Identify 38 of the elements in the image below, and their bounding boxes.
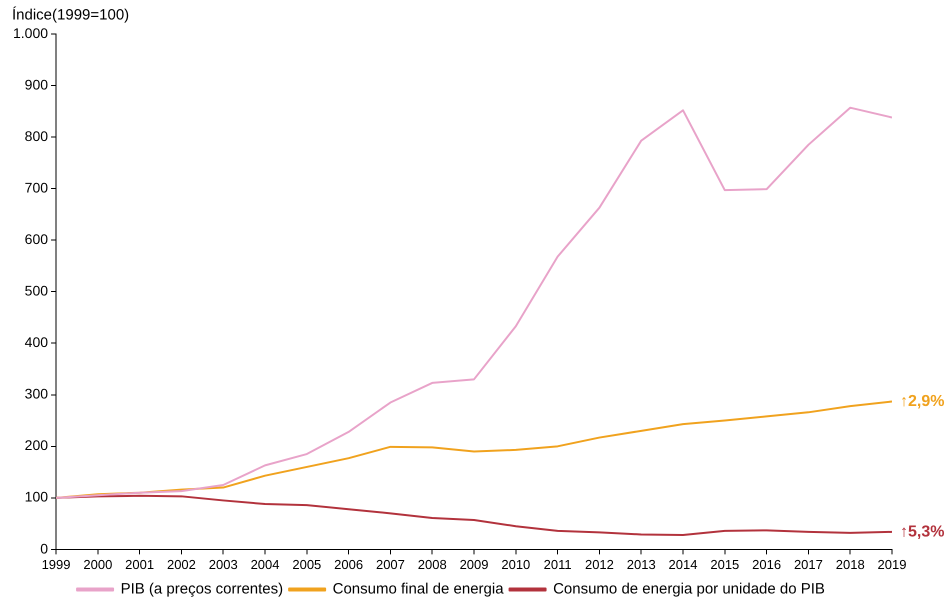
y-tick-label: 1.000 xyxy=(12,24,48,41)
x-tick-label: 2008 xyxy=(418,556,447,572)
x-tick-label: 2012 xyxy=(584,556,614,572)
x-tick-label: 2011 xyxy=(544,556,572,572)
x-tick-label: 2001 xyxy=(125,556,154,572)
y-tick-label: 900 xyxy=(24,76,48,92)
x-tick-label: 2019 xyxy=(878,556,906,572)
legend-label: PIB (a preços correntes) xyxy=(120,580,284,598)
x-tick-label: 2013 xyxy=(626,556,656,572)
x-tick-label: 2003 xyxy=(208,556,238,572)
x-tick-label: 2014 xyxy=(668,556,698,572)
y-tick-label: 600 xyxy=(24,231,48,248)
x-tick-label: 2006 xyxy=(334,556,364,572)
x-tick-label: 2000 xyxy=(83,556,112,572)
annotation: ↑2,9% xyxy=(900,392,944,410)
x-tick-label: 2018 xyxy=(836,556,865,572)
x-tick-label: 2016 xyxy=(752,556,782,572)
y-tick-label: 400 xyxy=(24,334,48,350)
x-tick-label: 2004 xyxy=(250,556,280,572)
y-tick-label: 0 xyxy=(40,540,48,556)
x-tick-label: 2017 xyxy=(794,556,823,572)
x-tick-label: 2002 xyxy=(166,556,196,572)
x-tick-label: 1999 xyxy=(42,556,70,572)
y-tick-label: 300 xyxy=(24,386,48,402)
x-tick-label: 2007 xyxy=(376,556,405,572)
legend-label: Consumo de energia por unidade do PIB xyxy=(553,580,825,598)
x-tick-label: 2010 xyxy=(501,556,530,572)
legend-label: Consumo final de energia xyxy=(332,580,504,598)
y-tick-label: 700 xyxy=(24,179,48,196)
annotation: ↑5,3% xyxy=(900,523,944,540)
y-tick-label: 200 xyxy=(24,437,48,454)
y-axis-title: Índice(1999=100) xyxy=(12,6,130,24)
y-tick-label: 100 xyxy=(24,488,48,505)
y-tick-label: 800 xyxy=(24,128,48,144)
x-tick-label: 2015 xyxy=(710,556,740,572)
x-tick-label: 2005 xyxy=(292,556,322,572)
x-tick-label: 2009 xyxy=(460,556,488,572)
y-tick-label: 500 xyxy=(24,282,48,299)
